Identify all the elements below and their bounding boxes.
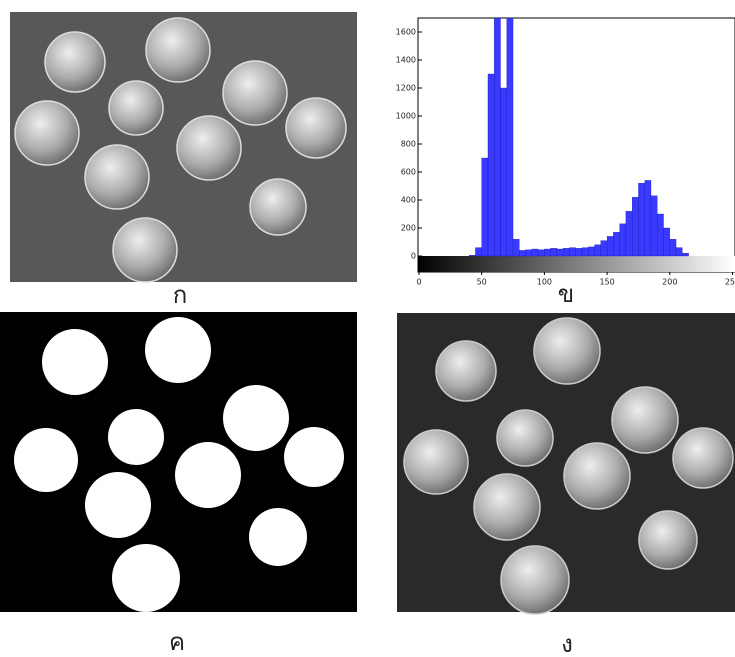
bar [532, 249, 538, 256]
y-tick-label: 0 [411, 252, 416, 261]
panel-label: ค [169, 628, 185, 656]
bar [676, 248, 682, 256]
bar [682, 253, 688, 256]
bar [651, 196, 657, 256]
bar [551, 248, 557, 256]
y-tick-label: 1200 [396, 84, 416, 93]
bar [638, 183, 644, 256]
bar [657, 214, 663, 256]
x-tick-label: 150 [599, 278, 614, 287]
gray-bar [418, 256, 735, 272]
bar [494, 18, 500, 256]
bar [488, 74, 494, 256]
bar [595, 245, 601, 256]
y-tick-label: 1000 [396, 112, 416, 121]
bar [601, 241, 607, 256]
y-tick-label: 800 [401, 140, 416, 149]
y-tick-label: 1400 [396, 56, 416, 65]
bar [538, 250, 544, 256]
x-tick-label: 100 [537, 278, 552, 287]
panel-label: ง [561, 630, 573, 657]
x-tick-label: 50 [477, 278, 487, 287]
bar [482, 158, 488, 256]
x-tick-label: 250 [725, 278, 735, 287]
figure: 0 200 400 600 800 1000 1200 1400 1600 0 50 100 150 20… [0, 0, 735, 657]
page: 0 200 400 600 800 1000 1200 1400 1600 0 50 100 150 20… [0, 0, 735, 657]
bar [513, 239, 519, 256]
bar [670, 239, 676, 256]
y-tick-label: 600 [401, 168, 416, 177]
bar [607, 236, 613, 256]
bar [588, 247, 594, 256]
bar [582, 248, 588, 256]
bar [563, 248, 569, 256]
x-tick-label: 0 [416, 278, 421, 287]
bar [544, 249, 550, 256]
x-tick-label: 200 [662, 278, 677, 287]
bar [576, 248, 582, 256]
bar [620, 224, 626, 256]
bar [613, 232, 619, 256]
bar [569, 248, 575, 256]
panel-label: ข [558, 280, 574, 308]
bar [557, 249, 563, 256]
bar [507, 18, 513, 256]
bar [526, 250, 532, 256]
y-tick-label: 200 [401, 224, 416, 233]
bar [626, 211, 632, 256]
bar [519, 250, 525, 256]
bar [645, 180, 651, 256]
bar [664, 228, 670, 256]
bar [632, 197, 638, 256]
bar [475, 248, 481, 256]
bar [469, 255, 475, 256]
histogram-axes [418, 18, 735, 272]
bar [501, 88, 507, 256]
y-tick-label: 1600 [396, 28, 416, 37]
y-tick-label: 400 [401, 196, 416, 205]
panel-label: ก [173, 281, 188, 309]
